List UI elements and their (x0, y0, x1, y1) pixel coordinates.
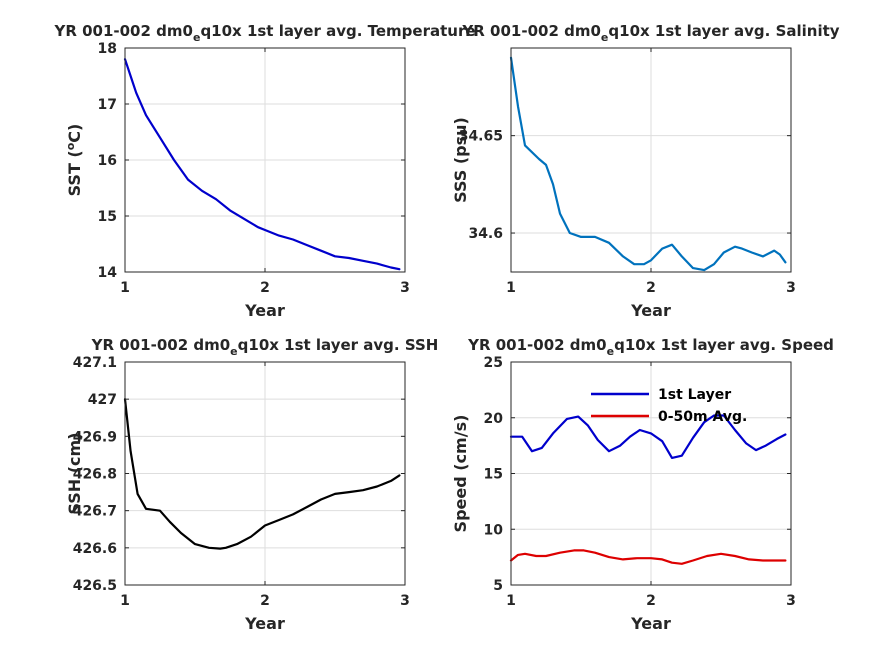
y-tick-label: 25 (484, 355, 503, 371)
y-axis-label-superscript: o (64, 142, 77, 150)
y-tick-label: 426.9 (73, 429, 117, 445)
y-tick-label: 426.5 (73, 578, 117, 594)
legend-entry: 0-50m Avg. (658, 409, 747, 425)
y-tick-label: 15 (98, 209, 117, 225)
chart-title: YR 001-002 dm0eq10x 1st layer avg. Salin… (461, 22, 839, 44)
legend: 1st Layer 0-50m Avg. (591, 387, 747, 425)
y-tick-label: 34.65 (459, 129, 503, 145)
chart-title: YR 001-002 dm0eq10x 1st layer avg. Tempe… (53, 22, 475, 44)
x-tick-label: 1 (506, 593, 516, 609)
y-tick-label: 34.6 (468, 226, 503, 242)
chart-title-subscript: e (607, 345, 614, 358)
series-line-0-50m-avg (509, 549, 787, 565)
series-line-0 (123, 398, 401, 550)
chart-title-part: q10x 1st layer avg. Speed (614, 336, 834, 354)
y-axis-label: SSH (cm) (65, 432, 84, 514)
chart-title-part: YR 001-002 dm0 (53, 22, 193, 40)
x-tick-label: 1 (506, 280, 516, 296)
y-axis-label-part: C) (65, 124, 84, 143)
y-tick-label: 5 (493, 578, 503, 594)
x-tick-label: 2 (646, 280, 656, 296)
chart-title-part: YR 001-002 dm0 (91, 336, 231, 354)
x-tick-label: 2 (260, 280, 270, 296)
x-tick-label: 3 (400, 280, 410, 296)
y-axis-label-part: SST ( (65, 150, 84, 196)
chart-title-part: q10x 1st layer avg. SSH (238, 336, 439, 354)
y-tick-label: 18 (98, 41, 117, 57)
chart-title-subscript: e (230, 345, 237, 358)
x-tick-label: 2 (260, 593, 270, 609)
series-line-1st-layer (509, 414, 787, 459)
y-tick-label: 426.8 (73, 467, 117, 483)
chart-title-part: YR 001-002 dm0 (467, 336, 607, 354)
x-axis-label: Year (630, 301, 671, 320)
chart-title-part: YR 001-002 dm0 (461, 22, 601, 40)
y-tick-label: 426.7 (73, 504, 117, 520)
series-line-0 (123, 58, 401, 271)
y-tick-label: 20 (484, 411, 504, 427)
y-tick-label: 15 (484, 467, 503, 483)
x-tick-label: 3 (786, 593, 796, 609)
y-tick-label: 17 (98, 97, 117, 113)
y-axis-label: SST (oC) (64, 124, 84, 197)
legend-entry: 1st Layer (658, 387, 731, 403)
y-tick-label: 16 (98, 153, 117, 169)
chart-title-subscript: e (601, 31, 608, 44)
y-axis-label: SSS (psu) (451, 117, 470, 203)
y-tick-label: 14 (98, 265, 118, 281)
panel-speed: 1 2 3 5 10 15 20 25 Year Speed (cm/s) YR 001-002 d… (451, 336, 834, 633)
x-tick-label: 3 (786, 280, 796, 296)
panel-salinity: 1 2 3 34.6 34.65 Year SSS (psu) YR 001-002 dm0e… (451, 22, 840, 320)
x-tick-label: 1 (120, 280, 130, 296)
x-tick-label: 2 (646, 593, 656, 609)
y-tick-label: 10 (484, 522, 504, 538)
x-axis-label: Year (630, 614, 671, 633)
chart-title-part: q10x 1st layer avg. Salinity (608, 22, 839, 40)
panel-ssh: 1 2 3 426.5 426.6 426.7 426.8 426.9 427 427.1 Year… (65, 336, 438, 633)
x-axis-label: Year (244, 614, 285, 633)
y-tick-label: 426.6 (73, 541, 117, 557)
chart-title-part: q10x 1st layer avg. Temperature (200, 22, 475, 40)
y-axis-label: Speed (cm/s) (451, 415, 470, 533)
series-line-0 (509, 56, 787, 272)
chart-title: YR 001-002 dm0eq10x 1st layer avg. SSH (91, 336, 439, 358)
chart-title-subscript: e (193, 31, 200, 44)
y-tick-label: 427.1 (73, 355, 117, 371)
y-tick-label: 427 (88, 392, 117, 408)
panel-temperature: 1 2 3 14 15 16 17 18 Year SST (oC) YR 001-002 dm0e… (53, 22, 475, 320)
chart-title: YR 001-002 dm0eq10x 1st layer avg. Speed (467, 336, 834, 358)
x-axis-label: Year (244, 301, 285, 320)
x-tick-label: 1 (120, 593, 130, 609)
x-tick-label: 3 (400, 593, 410, 609)
